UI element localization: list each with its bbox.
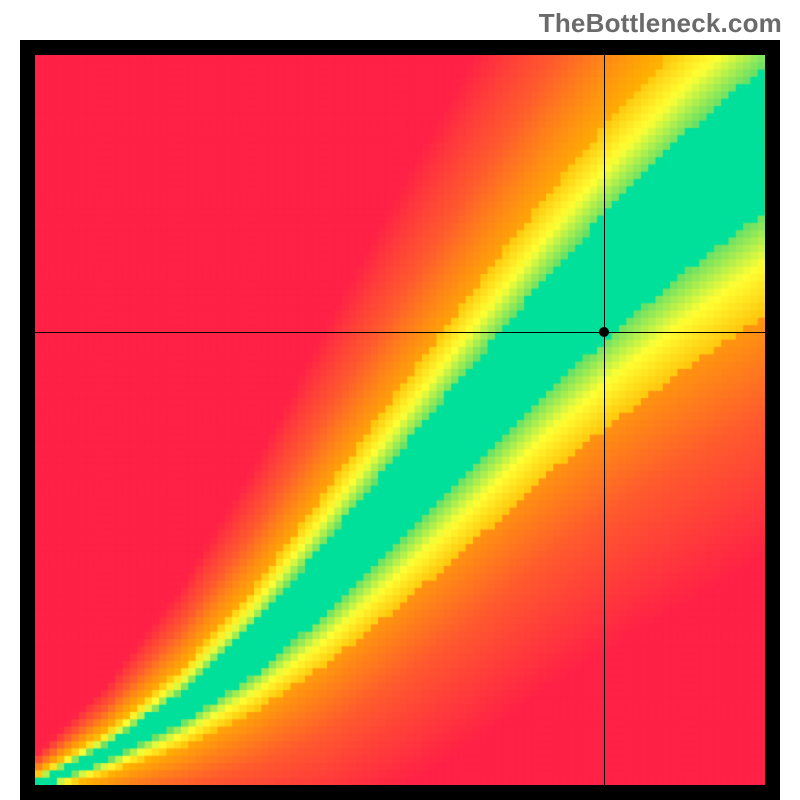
crosshair-marker (599, 327, 609, 337)
plot-area (35, 55, 765, 785)
crosshair-vertical (604, 55, 605, 785)
heatmap-canvas (35, 55, 765, 785)
watermark-text: TheBottleneck.com (539, 8, 782, 39)
plot-frame (20, 40, 780, 800)
crosshair-horizontal (35, 332, 765, 333)
